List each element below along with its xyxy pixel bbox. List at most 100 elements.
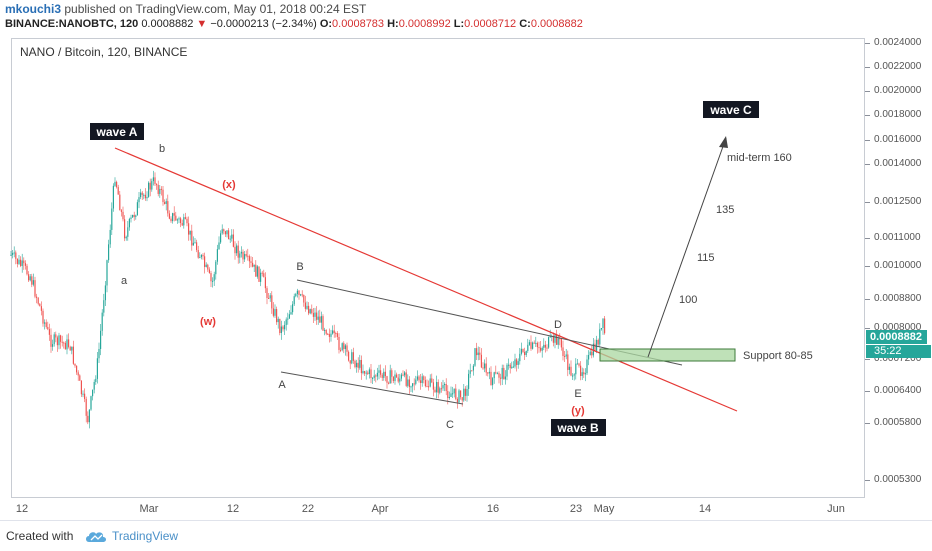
label-B: B [296, 261, 303, 273]
candle-body [327, 333, 329, 335]
candle-body [368, 369, 370, 374]
candle-body [202, 254, 204, 257]
candle-body [458, 390, 460, 403]
candle-body [146, 196, 148, 199]
candle-body [456, 398, 458, 403]
candle-body [592, 343, 594, 356]
author-link[interactable]: mkouchi3 [5, 2, 62, 16]
candle-body [312, 313, 314, 317]
price-tick-label: 0.0022000 [874, 61, 922, 72]
candle-body [554, 334, 556, 343]
chart-pane[interactable] [11, 38, 865, 498]
target-mid-term: mid-term 160 [727, 152, 792, 164]
price-tick-mark [865, 43, 870, 44]
open-value: 0.0008783 [332, 18, 385, 30]
candle-body [405, 372, 407, 386]
candle-body [538, 347, 540, 349]
candle-body [79, 375, 81, 381]
candle-body [279, 318, 281, 334]
time-axis[interactable]: 12 Mar 12 22 Apr 16 23 May 14 Jun [11, 498, 865, 520]
price-tick-label: 0.0020000 [874, 85, 922, 96]
candle-body [556, 334, 558, 345]
candle-body [208, 269, 210, 274]
label-C: C [446, 419, 454, 431]
candle-body [394, 374, 396, 381]
candle-body [413, 383, 415, 385]
channel-lower-line[interactable] [280, 371, 464, 405]
candle-body [287, 318, 289, 320]
candle-body [108, 244, 110, 261]
candle-body [400, 374, 402, 379]
candle-body [591, 351, 593, 356]
candle-body [236, 245, 238, 254]
candle-body [114, 181, 116, 186]
candle-body [546, 347, 548, 349]
label-w: (w) [200, 316, 216, 328]
price-tick-label: 0.0011000 [874, 232, 921, 243]
candle-body [512, 366, 514, 368]
chart-canvas[interactable]: wave A wave B wave C b a B A C D E (x) (… [0, 0, 932, 520]
candle-body [192, 242, 194, 246]
candle-body [100, 330, 102, 349]
price-tick-mark [865, 423, 870, 424]
candle-body [149, 182, 151, 190]
ohlc-line: BINANCE:NANOBTC, 120 0.0008882 ▼ −0.0000… [5, 18, 583, 30]
price-tick-mark [865, 238, 870, 239]
downtrend-line[interactable] [114, 147, 738, 412]
tradingview-cloud-icon [86, 532, 106, 542]
last-price: 0.0008882 [141, 18, 194, 30]
candle-body [90, 396, 92, 410]
candle-body [349, 360, 351, 364]
candle-body [292, 304, 294, 313]
candle-body [141, 192, 143, 195]
candle-body [284, 324, 286, 330]
candle-body [248, 256, 250, 262]
candle-body [536, 342, 538, 348]
candle-body [524, 351, 526, 356]
candle-body [381, 374, 383, 378]
candle-body [143, 194, 145, 196]
candle-body [151, 181, 153, 190]
candle-body [216, 249, 218, 262]
candle-body [55, 334, 57, 338]
publish-header: mkouchi3 published on TradingView.com, M… [0, 0, 932, 36]
price-change: −0.0000213 (−2.34%) [210, 18, 317, 30]
candle-body [36, 296, 38, 298]
candle-body [444, 384, 446, 386]
label-y: (y) [571, 405, 585, 417]
candle-body [370, 369, 372, 379]
candle-body [82, 393, 84, 395]
time-tick-label: 23 [569, 503, 583, 515]
candle-body [335, 333, 337, 335]
candle-body [303, 294, 305, 303]
wave-c-box [703, 101, 759, 118]
candle-body [178, 218, 180, 220]
candlestick-series [10, 170, 606, 429]
candle-body [164, 202, 166, 204]
candle-body [541, 347, 543, 351]
candle-body [148, 182, 150, 197]
price-axis[interactable]: 0.0024000 0.0022000 0.0020000 0.0018000 0.00… [865, 37, 932, 498]
candle-body [508, 364, 510, 366]
candle-body [194, 242, 196, 244]
close-value: 0.0008882 [530, 18, 583, 30]
candle-body [20, 259, 22, 266]
candle-body [301, 294, 303, 296]
tradingview-brand[interactable]: TradingView [112, 529, 179, 543]
candle-body [479, 352, 481, 355]
projection-arrow[interactable] [647, 137, 727, 358]
candle-body [576, 363, 578, 365]
close-label: C: [519, 18, 531, 30]
candle-body [535, 342, 537, 344]
price-tick-label: 0.0024000 [874, 37, 922, 48]
candle-body [332, 330, 334, 334]
candle-body [252, 262, 254, 267]
price-tick-label: 0.0007200 [874, 353, 922, 364]
support-zone[interactable] [599, 348, 736, 362]
candle-body [156, 184, 158, 186]
high-label: H: [387, 18, 399, 30]
candle-body [351, 352, 353, 364]
candle-body [333, 330, 335, 334]
candle-body [48, 329, 50, 335]
candle-body [490, 371, 492, 386]
